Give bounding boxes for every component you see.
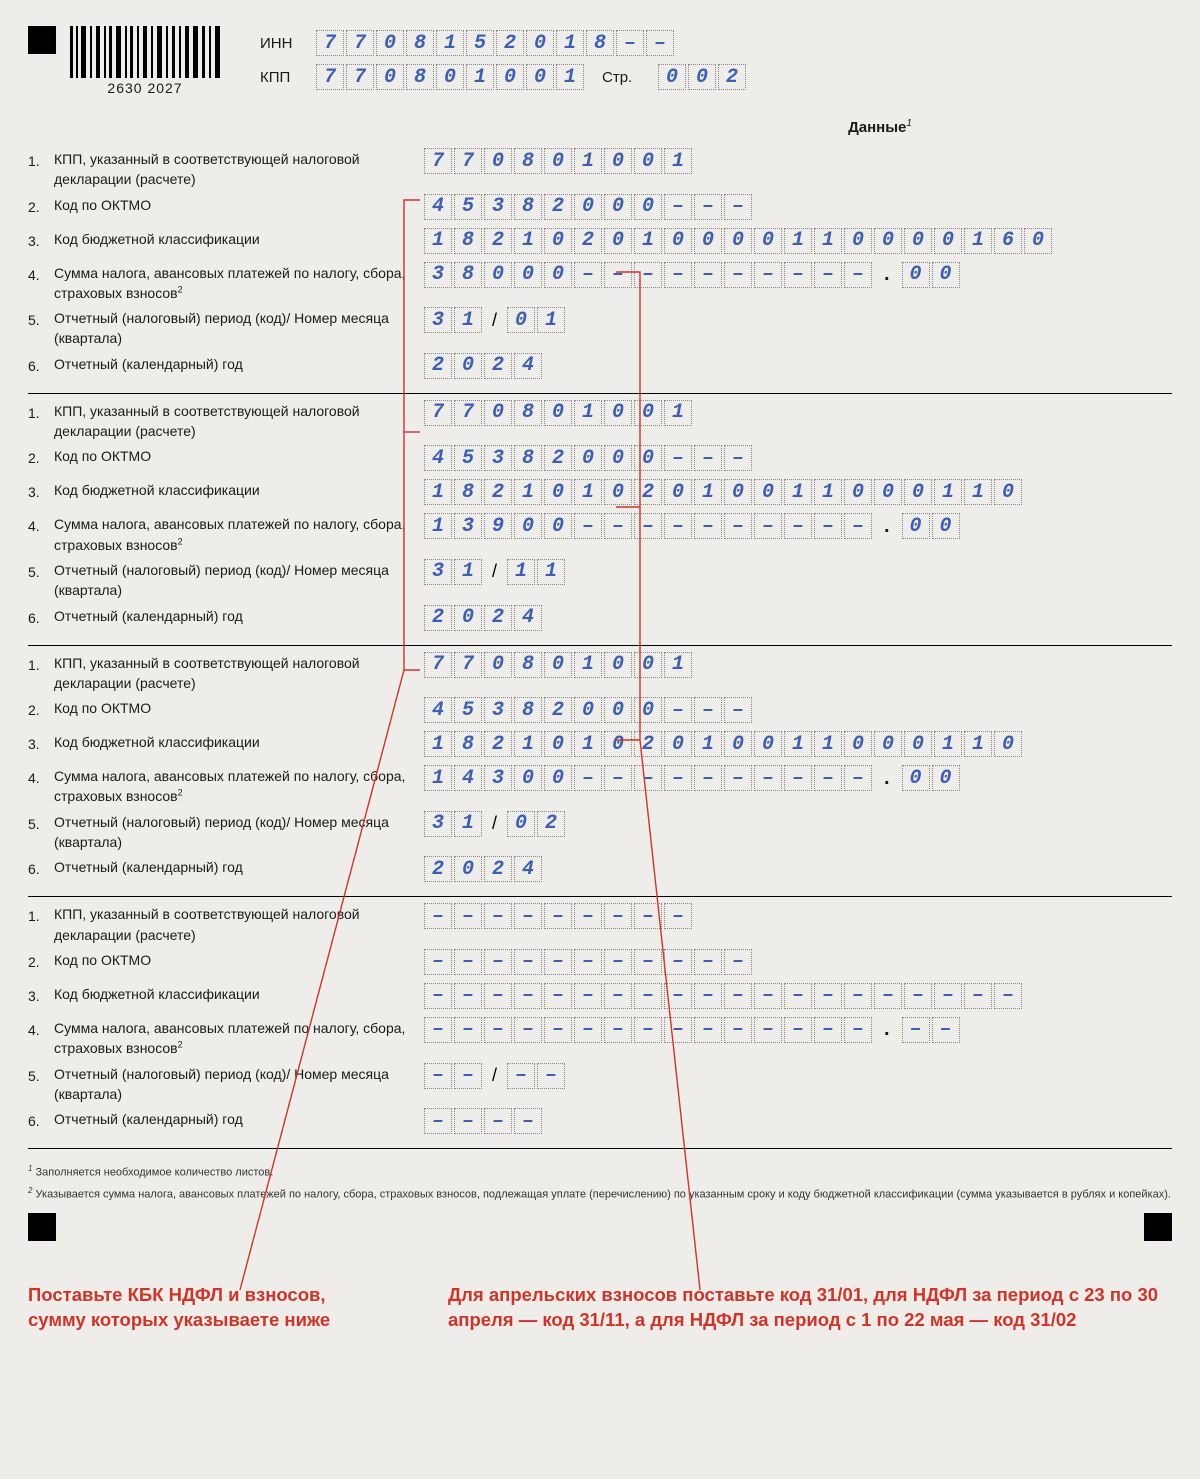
kpp-label: КПП (260, 69, 304, 86)
data-title: Данные1 (588, 118, 1172, 136)
data-block: 1.КПП, указанный в соответствующей налог… (28, 148, 1172, 394)
annotation-left: Поставьте КБК НДФЛ и взносов, сумму кото… (28, 1283, 388, 1333)
barcode: 2630 2027 (70, 26, 220, 96)
corner-square (1144, 1213, 1172, 1241)
annotation-right: Для апрельских взносов поставьте код 31/… (448, 1283, 1172, 1333)
barcode-region: 2630 2027 (28, 24, 220, 96)
barcode-number: 2630 2027 (70, 80, 220, 96)
inn-cells: 7708152018–– (316, 30, 674, 56)
data-block: 1.КПП, указанный в соответствующей налог… (28, 400, 1172, 646)
page-label: Стр. (602, 69, 646, 86)
data-block: 1.КПП, указанный в соответствующей налог… (28, 652, 1172, 898)
data-block: 1.КПП, указанный в соответствующей налог… (28, 903, 1172, 1149)
corner-square (28, 1213, 56, 1241)
kpp-cells: 770801001 (316, 64, 584, 90)
page-cells: 002 (658, 64, 746, 90)
footnotes: 1 Заполняется необходимое количество лис… (28, 1163, 1172, 1203)
inn-label: ИНН (260, 35, 304, 52)
